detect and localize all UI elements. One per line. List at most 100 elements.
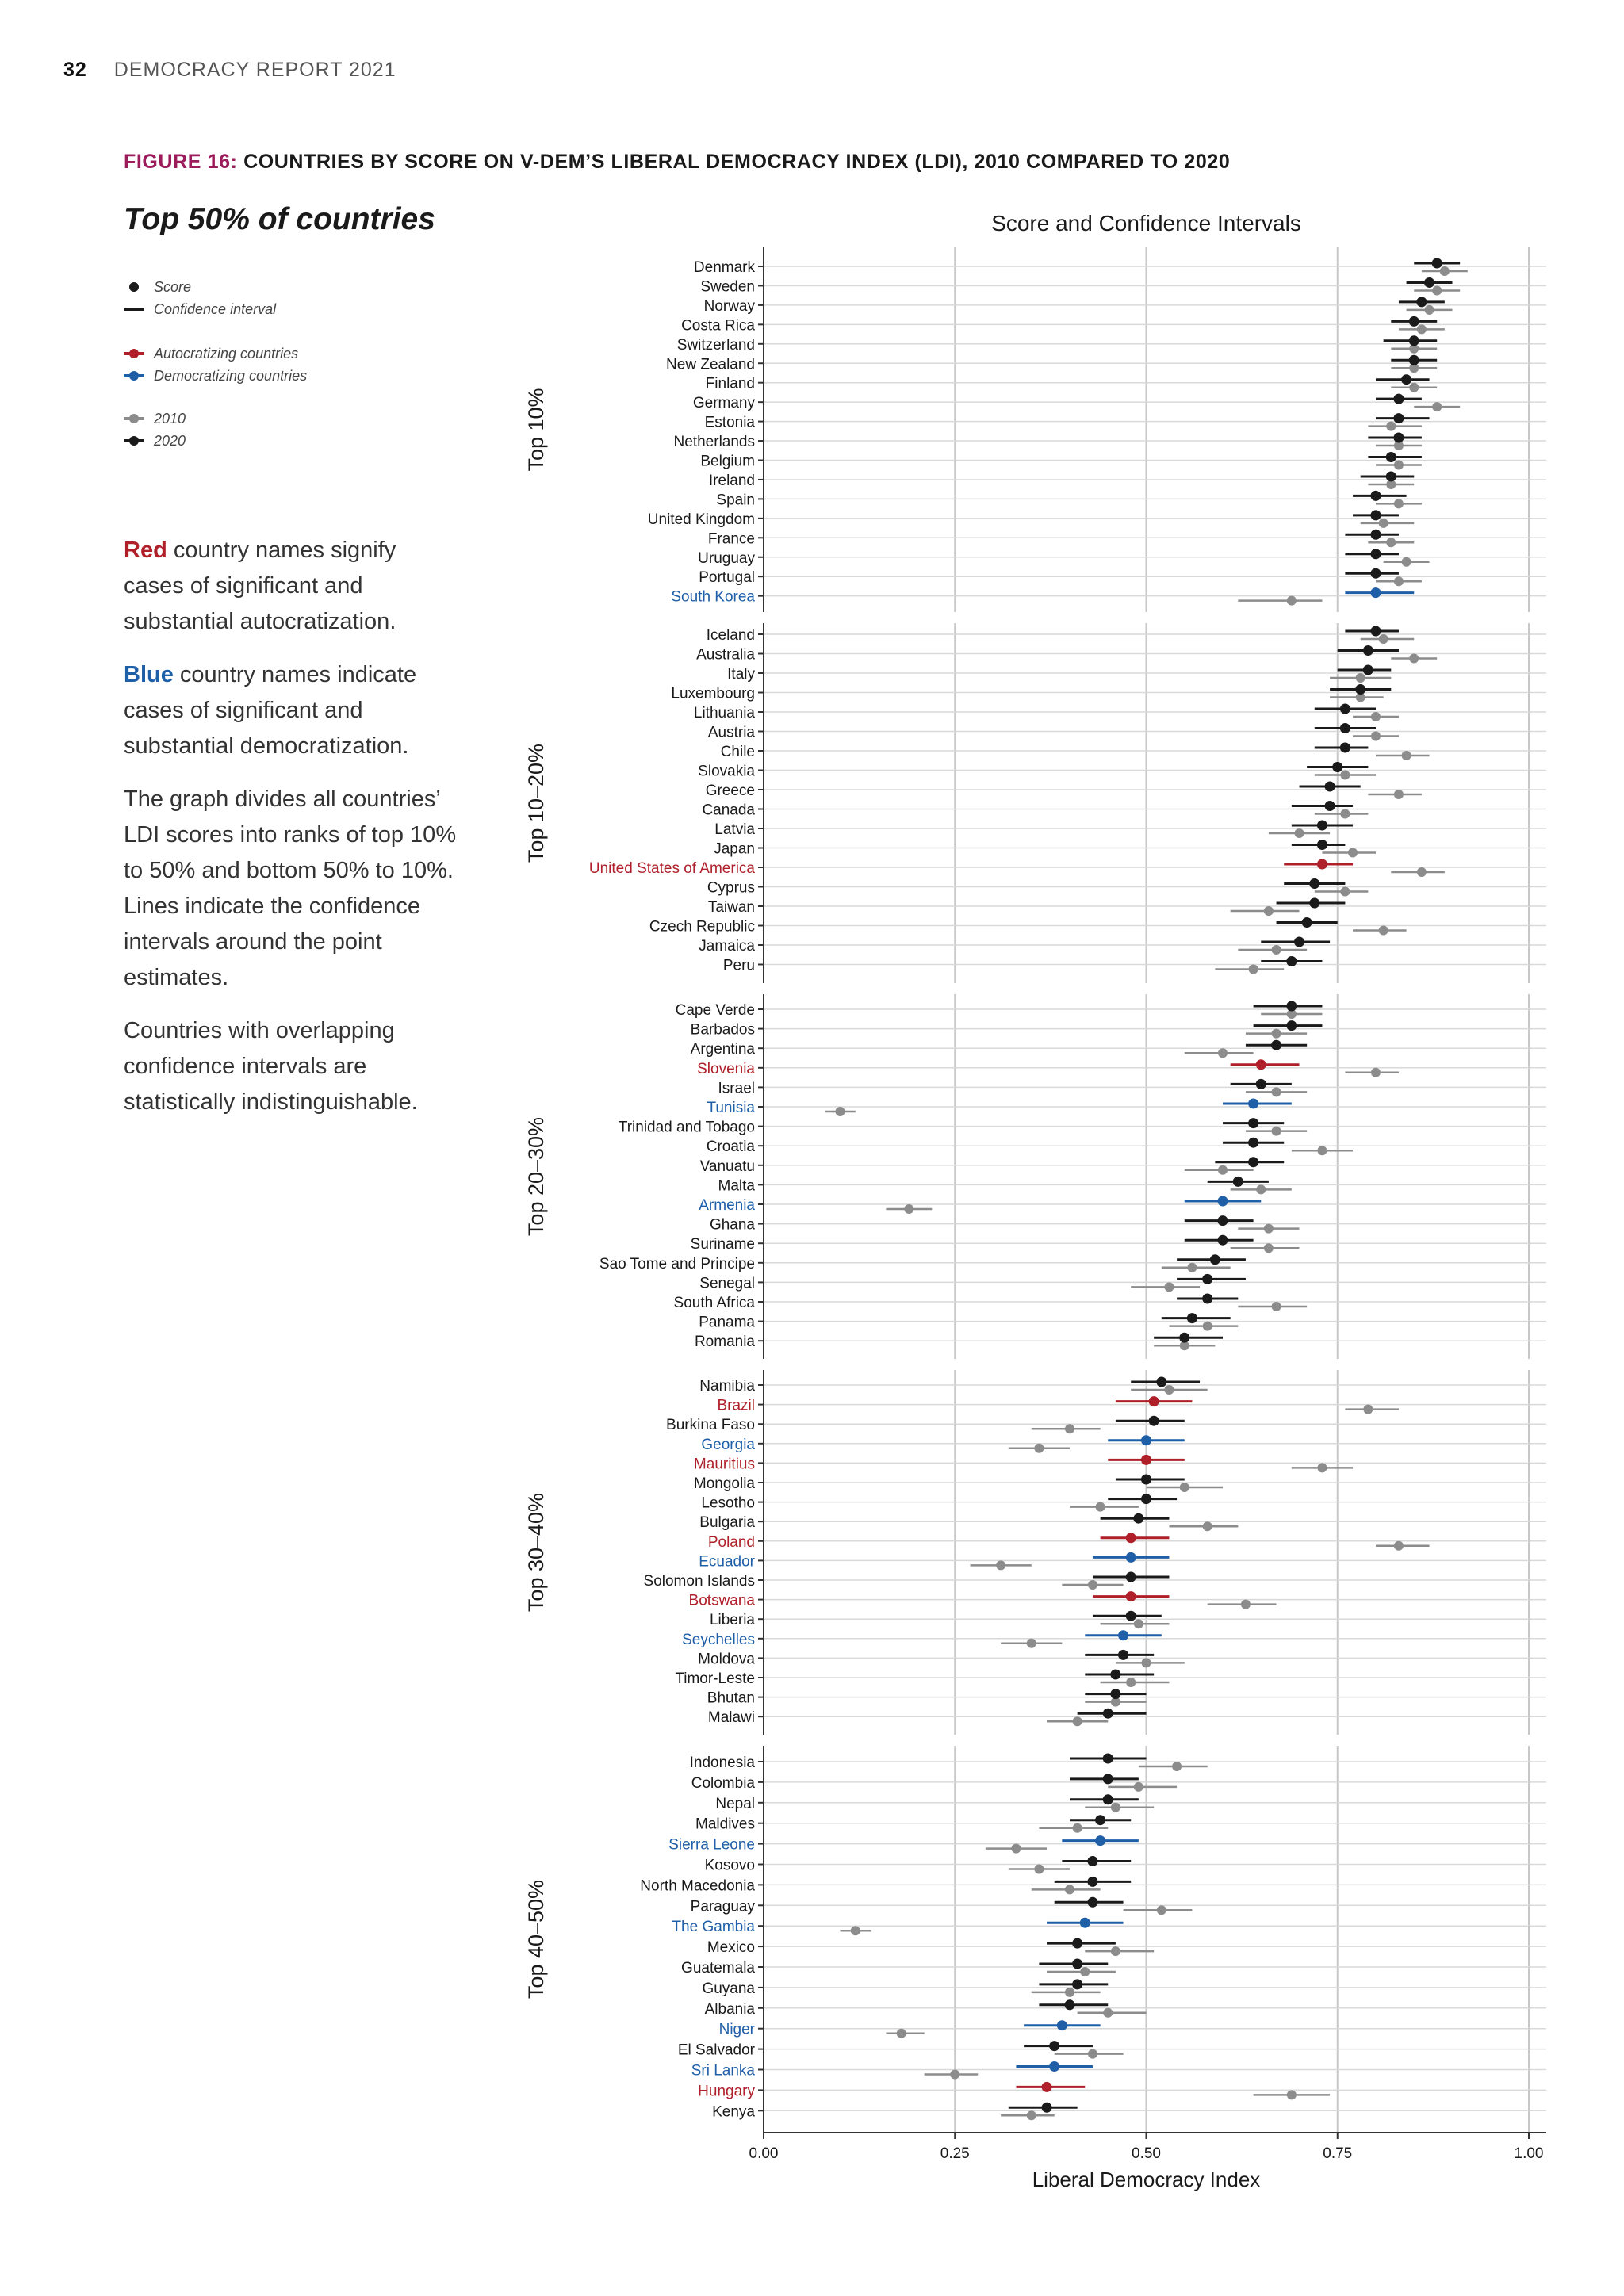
point-2020 [1087, 1876, 1098, 1887]
point-2020 [1408, 316, 1419, 327]
point-2010 [1378, 925, 1388, 936]
note-blue: Blue country names indicate cases of sig… [124, 662, 417, 759]
point-2010 [1263, 1223, 1274, 1234]
country-label: Canada [702, 802, 755, 819]
point-2010 [904, 1204, 914, 1214]
point-2010 [1087, 1580, 1097, 1590]
point-2020 [1141, 1435, 1151, 1446]
point-2010 [1133, 1619, 1143, 1629]
page-header: 32 DEMOCRACY REPORT 2021 [63, 59, 396, 82]
country-label: Kenya [712, 2103, 755, 2120]
point-2020 [1179, 1332, 1190, 1343]
point-2010 [1286, 595, 1297, 606]
ci-line-icon [124, 308, 144, 311]
point-2010 [1393, 790, 1404, 799]
country-label: Costa Rica [681, 317, 755, 334]
point-2010 [1164, 1282, 1174, 1292]
point-2020 [1133, 1513, 1144, 1524]
country-label: Namibia [699, 1378, 755, 1395]
point-2010 [1409, 382, 1419, 392]
point-2010 [1202, 1321, 1212, 1331]
point-2020 [1041, 2081, 1052, 2092]
country-label: Maldives [695, 1816, 755, 1833]
point-2020 [1087, 1856, 1098, 1866]
point-2010 [1317, 1146, 1327, 1156]
point-2010 [1363, 1404, 1373, 1414]
country-label: Colombia [691, 1775, 756, 1792]
country-label: Luxembourg [671, 686, 755, 702]
point-2020 [1248, 1118, 1259, 1129]
country-label: Albania [705, 2001, 756, 2018]
country-label: Seychelles [682, 1632, 755, 1648]
point-2020 [1102, 1794, 1113, 1805]
point-2020 [1186, 1313, 1197, 1324]
point-2020 [1217, 1215, 1228, 1226]
point-2010 [1087, 2049, 1097, 2059]
point-2010 [1386, 421, 1396, 431]
point-2010 [1240, 1599, 1251, 1609]
point-2010 [896, 2028, 906, 2038]
point-2020 [1087, 1896, 1098, 1908]
country-label: Guatemala [681, 1960, 755, 1976]
country-label: South Africa [674, 1295, 756, 1311]
point-2010 [1034, 1864, 1044, 1874]
point-2020 [1148, 1396, 1159, 1407]
point-2020 [1370, 490, 1381, 501]
point-2020 [1118, 1630, 1129, 1641]
point-2020 [1316, 840, 1327, 850]
point-2010 [1401, 557, 1411, 567]
point-2010 [1065, 1885, 1074, 1895]
country-label: Botswana [689, 1593, 756, 1609]
country-label: Japan [714, 841, 755, 858]
point-2010 [1080, 1967, 1090, 1976]
figure-title-text: COUNTRIES BY SCORE ON V-DEM’S LIBERAL DE… [243, 151, 1231, 173]
country-label: Uruguay [698, 550, 755, 567]
country-label: El Salvador [678, 2042, 756, 2059]
point-2020 [1309, 897, 1320, 909]
point-2020 [1316, 859, 1327, 870]
country-label: Indonesia [690, 1755, 756, 1771]
country-label: Hungary [698, 2083, 755, 2099]
country-label: Slovakia [698, 763, 755, 780]
point-2020 [1301, 917, 1312, 928]
country-label: Greece [706, 783, 755, 799]
country-label: France [708, 530, 755, 547]
point-2010 [1172, 1762, 1182, 1771]
point-2020 [1294, 936, 1304, 947]
country-label: Ghana [710, 1217, 755, 1234]
point-2020 [1110, 1669, 1121, 1680]
point-2020 [1316, 820, 1327, 831]
point-2010 [1271, 1302, 1281, 1311]
country-label: Portugal [699, 569, 755, 586]
country-label: Guyana [702, 1980, 755, 1997]
point-2010 [1317, 1463, 1327, 1473]
point-2010 [1271, 945, 1281, 955]
point-2010 [1179, 1341, 1189, 1351]
point-2020 [1286, 1020, 1297, 1031]
point-2020 [1102, 1753, 1113, 1764]
country-label: Timor-Leste [675, 1670, 755, 1687]
point-2010 [1371, 712, 1381, 721]
country-label: Barbados [691, 1022, 755, 1039]
point-2020 [1041, 2102, 1052, 2113]
point-2010 [1034, 1443, 1044, 1453]
country-label: Cyprus [707, 880, 755, 897]
point-2020 [1217, 1234, 1228, 1246]
point-2010 [1095, 1502, 1105, 1512]
figure-label: FIGURE 16: [124, 151, 238, 173]
country-label: Nepal [715, 1796, 755, 1812]
country-label: Sweden [700, 278, 755, 295]
country-label: Lithuania [694, 705, 756, 721]
country-label: Solomon Islands [644, 1573, 755, 1590]
point-2020 [1255, 1059, 1266, 1070]
point-2010 [835, 1107, 845, 1116]
legend-autocratizing: Autocratizing countries [124, 344, 298, 363]
country-label: South Korea [671, 589, 755, 606]
point-2020 [1248, 1157, 1259, 1168]
explanatory-notes: Red country names signify cases of signi… [124, 533, 457, 1138]
point-2020 [1141, 1454, 1151, 1465]
point-2010 [1386, 538, 1396, 548]
point-2010 [1340, 809, 1350, 819]
point-2020 [1079, 1917, 1090, 1928]
point-2020 [1095, 1835, 1106, 1846]
